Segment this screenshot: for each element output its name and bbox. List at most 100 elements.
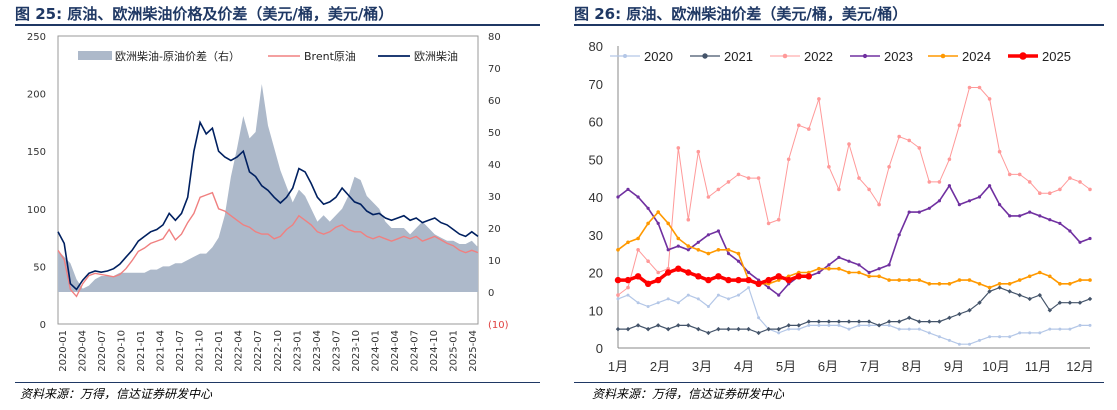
series-2022-point (847, 142, 851, 146)
series-2020-point (716, 293, 720, 297)
series-2022-point (756, 176, 761, 180)
series-2024-point (977, 282, 982, 286)
left-y-tick-label: 200 (27, 90, 46, 101)
series-2024-point (1048, 274, 1052, 279)
series-2020-point (666, 297, 670, 301)
series-2022-point (997, 149, 1002, 154)
series-2020-point (887, 323, 891, 327)
series-2022-point (957, 123, 962, 128)
series-2020-point (927, 331, 931, 335)
series-2023-point (937, 199, 941, 203)
series-2022-point (857, 176, 861, 180)
series-2024-point (897, 278, 901, 282)
right-chart-y-tick-label: 30 (589, 228, 603, 243)
series-2021-point (625, 326, 631, 332)
series-2022-point (967, 85, 972, 90)
series-2022-point (776, 217, 781, 222)
right-chart-x-tick-label: 1月 (608, 359, 628, 374)
series-2022-point (646, 259, 650, 263)
series-2021-point (816, 319, 822, 324)
series-2025-point (705, 276, 712, 284)
series-2022-point (1058, 187, 1062, 192)
legend-marker-2021 (702, 53, 708, 59)
series-2023-point (1078, 240, 1082, 244)
series-2023-point (1028, 210, 1032, 214)
legend-marker-2020 (623, 54, 627, 58)
right-chart-x-tick-label: 11月 (1025, 359, 1052, 374)
series-2021-point (696, 326, 701, 332)
series-2025-point (614, 276, 622, 284)
series-2023-point (1008, 214, 1012, 218)
series-2021-point (1007, 289, 1012, 294)
series-2023-point (676, 244, 680, 248)
series-2022-point (837, 187, 841, 192)
series-2021-point (856, 319, 862, 324)
series-2022-point (1017, 172, 1022, 177)
series-2023-point (706, 233, 710, 237)
series-2021-point (927, 319, 932, 324)
series-2022-point (706, 195, 711, 199)
series-2022-point (1068, 176, 1072, 180)
right-title-rule (574, 24, 1104, 26)
left-figure-number: 图 25: (15, 5, 63, 23)
left-chart: 25020015010050080706050403020100(10)2020… (27, 32, 509, 372)
series-2024-point (937, 282, 942, 286)
series-2021-point (967, 308, 972, 313)
series-2022-point (746, 176, 751, 180)
series-2020-point (837, 323, 841, 327)
series-2021-point (1017, 292, 1022, 298)
series-2022-point (696, 149, 701, 154)
series-2021-point (746, 326, 751, 332)
right-chart-x-tick-label: 12月 (1066, 359, 1093, 374)
series-2023-point (686, 248, 690, 252)
series-2023-point (827, 263, 831, 267)
x-tick-label: 2023-04 (312, 330, 323, 372)
series-2024-point (867, 274, 871, 279)
series-2021-point (826, 319, 832, 324)
series-2020-point (757, 316, 761, 320)
x-tick-label: 2023-10 (351, 330, 362, 372)
left-plot-frame (57, 35, 479, 325)
x-tick-label: 2024-04 (390, 330, 401, 372)
series-2020-point (646, 305, 650, 308)
series-2023-point (767, 286, 771, 290)
series-2024-point (696, 248, 701, 252)
series-2021-point (1037, 292, 1042, 298)
series-2023-point (887, 263, 891, 267)
right-chart-x-tick-label: 7月 (860, 359, 880, 374)
series-2022-point (827, 165, 831, 169)
series-2024-point (947, 282, 952, 286)
series-2021-point (796, 323, 801, 328)
right-bottom-rule (574, 382, 1104, 383)
series-2023-point (1068, 229, 1072, 233)
series-2022-point (807, 127, 811, 131)
left-bottom-rule (15, 382, 540, 383)
series-2022-point (907, 138, 911, 143)
series-2020-point (787, 327, 791, 331)
series-2024-point (837, 266, 841, 271)
series-2023-point (636, 195, 640, 199)
series-2023-point (847, 259, 851, 263)
series-2023-point (747, 270, 751, 275)
series-2023-point (1048, 218, 1052, 222)
series-2022-point (877, 202, 881, 207)
series-2022-point (927, 180, 932, 184)
series-2020-point (917, 327, 921, 331)
right-y-tick-label: 30 (488, 192, 501, 203)
series-2020-point (907, 327, 911, 331)
series-2023-point (1038, 214, 1042, 218)
spread-area-series (58, 84, 478, 292)
series-2024-point (957, 278, 962, 282)
series-2020-point (777, 331, 781, 335)
left-y-tick-label: 250 (27, 32, 46, 43)
series-2020-point (727, 297, 730, 301)
series-2024-point (1027, 274, 1032, 279)
series-2025-point (735, 276, 742, 284)
series-2024-point (626, 240, 630, 245)
series-2020-point (1028, 331, 1032, 335)
series-2020-point (937, 335, 941, 339)
series-2023-point (837, 255, 841, 259)
series-2021-point (1027, 296, 1032, 302)
series-2021-point (686, 323, 691, 328)
right-source-note: 资料来源：万得，信达证券研发中心 (592, 387, 785, 401)
